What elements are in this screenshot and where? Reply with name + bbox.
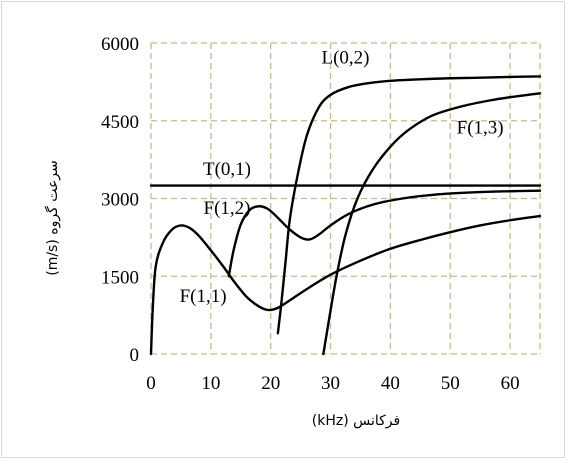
y-tick-labels: 0 1500 3000 4500 6000 (101, 34, 139, 366)
x-tick-label: 30 (321, 373, 340, 394)
series-line-f-1-1 (149, 214, 542, 356)
y-tick-label: 4500 (101, 112, 139, 133)
series-lines (149, 75, 542, 356)
series-line-l-0-2 (276, 75, 542, 335)
series-line-f-1-2 (227, 189, 542, 278)
grid (150, 42, 541, 355)
curve-label: T(0,1) (203, 159, 251, 180)
x-tick-label: 0 (146, 373, 156, 394)
x-tick-labels: 0 10 20 30 40 50 60 (146, 373, 519, 394)
y-tick-label: 6000 (101, 34, 139, 55)
x-tick-label: 10 (201, 373, 220, 394)
series-line-f-1-3 (322, 92, 542, 356)
curve-label: F(1,1) (180, 286, 227, 307)
curve-label: F(1,2) (204, 198, 251, 219)
curve-label: F(1,3) (457, 118, 504, 139)
x-axis-label: فرکانس (kHz) (312, 413, 400, 429)
y-tick-label: 0 (130, 345, 140, 366)
x-tick-label: 50 (441, 373, 460, 394)
curve-label: L(0,2) (321, 48, 369, 69)
x-tick-label: 60 (501, 373, 520, 394)
y-axis-label: سرعت گروه (m/s) (44, 160, 61, 276)
curve-labels: L(0,2) F(1,3) T(0,1) F(1,2) F(1,1) (180, 48, 504, 307)
x-tick-label: 40 (381, 373, 400, 394)
x-tick-label: 20 (261, 373, 280, 394)
y-tick-label: 3000 (101, 190, 139, 211)
y-tick-label: 1500 (101, 267, 139, 288)
